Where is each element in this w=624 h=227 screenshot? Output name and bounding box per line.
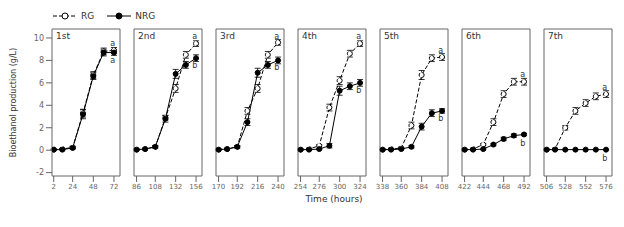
svg-text:72: 72: [110, 183, 119, 191]
svg-text:276: 276: [313, 183, 327, 191]
svg-text:444: 444: [477, 183, 491, 191]
svg-text:b: b: [438, 114, 443, 123]
html-text:3rd: 3rd: [220, 31, 235, 41]
svg-text:b: b: [356, 86, 361, 95]
svg-text:576: 576: [599, 183, 613, 191]
svg-text:0: 0: [39, 146, 44, 155]
html-text:1st: 1st: [56, 31, 70, 41]
svg-text:a: a: [110, 56, 115, 65]
svg-text:24: 24: [68, 183, 77, 191]
svg-text:108: 108: [149, 183, 162, 191]
svg-text:170: 170: [212, 183, 225, 191]
svg-text:360: 360: [395, 183, 408, 191]
svg-text:216: 216: [251, 183, 265, 191]
svg-text:324: 324: [353, 183, 367, 191]
svg-text:528: 528: [559, 183, 572, 191]
svg-text:a: a: [602, 83, 607, 92]
html-text:NRG: NRG: [135, 11, 156, 21]
svg-text:408: 408: [435, 183, 448, 191]
svg-text:b: b: [602, 154, 607, 163]
svg-text:384: 384: [415, 183, 429, 191]
svg-text:422: 422: [458, 183, 471, 191]
svg-text:552: 552: [579, 183, 592, 191]
svg-text:86: 86: [132, 183, 141, 191]
svg-text:506: 506: [540, 183, 554, 191]
svg-text:a: a: [192, 32, 197, 41]
html-text:RG: RG: [81, 11, 95, 21]
svg-text:a: a: [438, 46, 443, 55]
svg-text:4: 4: [39, 101, 44, 110]
svg-text:492: 492: [517, 183, 530, 191]
html-text:Time (hours): Time (hours): [305, 194, 363, 204]
svg-text:2: 2: [51, 183, 55, 191]
svg-text:132: 132: [169, 183, 182, 191]
html-text:7th: 7th: [548, 31, 563, 41]
svg-text:b: b: [520, 139, 525, 148]
svg-text:240: 240: [271, 183, 284, 191]
html-text:4th: 4th: [302, 31, 317, 41]
svg-text:8: 8: [39, 56, 44, 65]
svg-text:a: a: [356, 32, 361, 41]
svg-text:338: 338: [376, 183, 389, 191]
svg-text:10: 10: [34, 34, 44, 43]
svg-text:Bioethanol production (g/L): Bioethanol production (g/L): [9, 48, 18, 157]
svg-text:a: a: [274, 32, 279, 41]
svg-text:2: 2: [39, 124, 44, 133]
html-text:5th: 5th: [384, 31, 399, 41]
svg-text:48: 48: [89, 183, 98, 191]
svg-text:156: 156: [189, 183, 203, 191]
svg-text:-2: -2: [36, 168, 44, 177]
svg-text:254: 254: [294, 183, 308, 191]
svg-text:a: a: [520, 70, 525, 79]
svg-text:300: 300: [333, 183, 346, 191]
html-text:6th: 6th: [466, 31, 481, 41]
html-text:2nd: 2nd: [138, 31, 156, 41]
svg-text:b: b: [192, 61, 197, 70]
svg-text:b: b: [274, 63, 279, 72]
svg-text:468: 468: [497, 183, 510, 191]
svg-text:a: a: [110, 39, 115, 48]
svg-text:192: 192: [231, 183, 244, 191]
svg-text:6: 6: [39, 79, 44, 88]
